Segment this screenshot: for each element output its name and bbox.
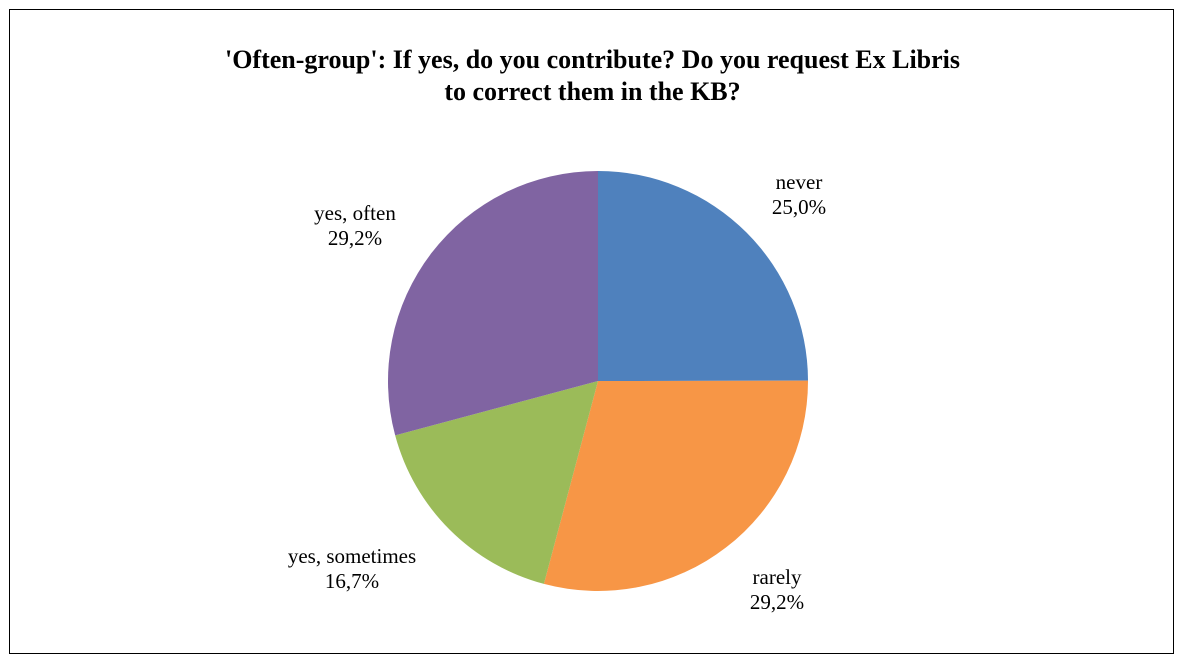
slice-label-rarely: rarely — [753, 565, 802, 589]
pie-slice-yes-sometimes — [395, 381, 598, 584]
slice-value-label-never: 25,0% — [772, 195, 826, 219]
chart-title-line-1: 'Often-group': If yes, do you contribute… — [224, 45, 961, 74]
slice-value-label-rarely: 29,2% — [750, 590, 804, 614]
pie-slice-never — [598, 171, 808, 381]
slice-value-label-yes-often: 29,2% — [328, 226, 382, 250]
pie-slice-yes-often — [387, 171, 598, 436]
chart-title: 'Often-group': If yes, do you contribute… — [0, 44, 1185, 108]
chart-title-line-2: to correct them in the KB? — [444, 77, 741, 106]
slice-label-yes-sometimes: yes, sometimes — [288, 544, 416, 568]
slice-value-label-yes-sometimes: 16,7% — [325, 569, 379, 593]
pie-slice-rarely — [543, 380, 809, 592]
slice-label-yes-often: yes, often — [314, 201, 396, 225]
slice-label-never: never — [776, 170, 823, 194]
pie-slices — [387, 171, 809, 592]
